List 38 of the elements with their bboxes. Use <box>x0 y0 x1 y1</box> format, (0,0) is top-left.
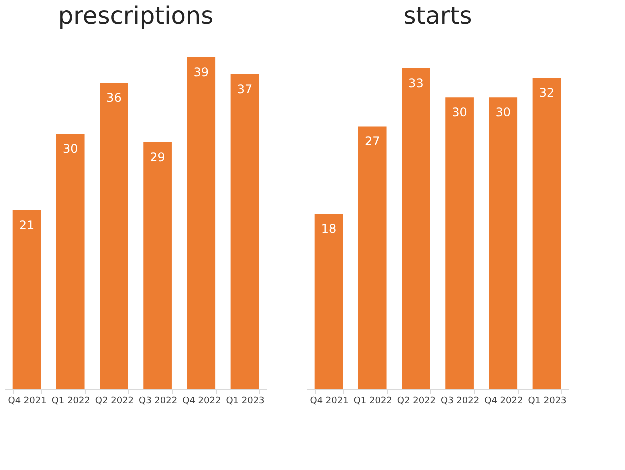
data-label: 30 <box>62 142 78 156</box>
bar <box>100 83 128 389</box>
bar <box>187 58 216 389</box>
bar <box>532 78 562 389</box>
x-tick-label: Q4 2021 <box>8 396 47 406</box>
x-tick-label: Q3 2022 <box>441 396 480 406</box>
x-tick-label: Q4 2021 <box>310 396 349 406</box>
x-tick-label: Q4 2022 <box>182 396 222 406</box>
x-tick-label: Q1 2022 <box>52 396 90 406</box>
data-label: 37 <box>237 82 253 96</box>
x-tick-label: Q1 2023 <box>528 396 567 406</box>
bar <box>446 98 474 389</box>
bar <box>56 134 85 389</box>
data-label: 32 <box>539 86 555 100</box>
bar <box>358 126 387 389</box>
data-label: 29 <box>150 150 166 164</box>
x-tick-label: Q1 2023 <box>226 396 265 406</box>
x-tick-label: Q2 2022 <box>95 396 134 406</box>
data-label: 30 <box>496 106 512 120</box>
x-tick-label: Q4 2022 <box>484 396 524 406</box>
x-tick-label: Q2 2022 <box>397 396 436 406</box>
data-label: 27 <box>364 134 380 149</box>
bar <box>314 214 344 389</box>
bar <box>230 74 260 389</box>
data-label: 21 <box>19 218 35 232</box>
chart-title: prescriptions <box>58 2 214 30</box>
bar <box>402 68 430 389</box>
bar <box>144 142 172 389</box>
data-label: 18 <box>321 222 337 236</box>
x-tick-label: Q1 2022 <box>354 396 392 406</box>
bar <box>489 98 518 389</box>
data-label: 39 <box>194 66 210 80</box>
data-label: 36 <box>106 91 122 105</box>
bar <box>12 210 42 389</box>
x-tick-label: Q3 2022 <box>139 396 178 406</box>
data-label: 33 <box>408 76 424 90</box>
data-label: 30 <box>452 106 468 120</box>
chart-title: starts <box>404 2 472 30</box>
